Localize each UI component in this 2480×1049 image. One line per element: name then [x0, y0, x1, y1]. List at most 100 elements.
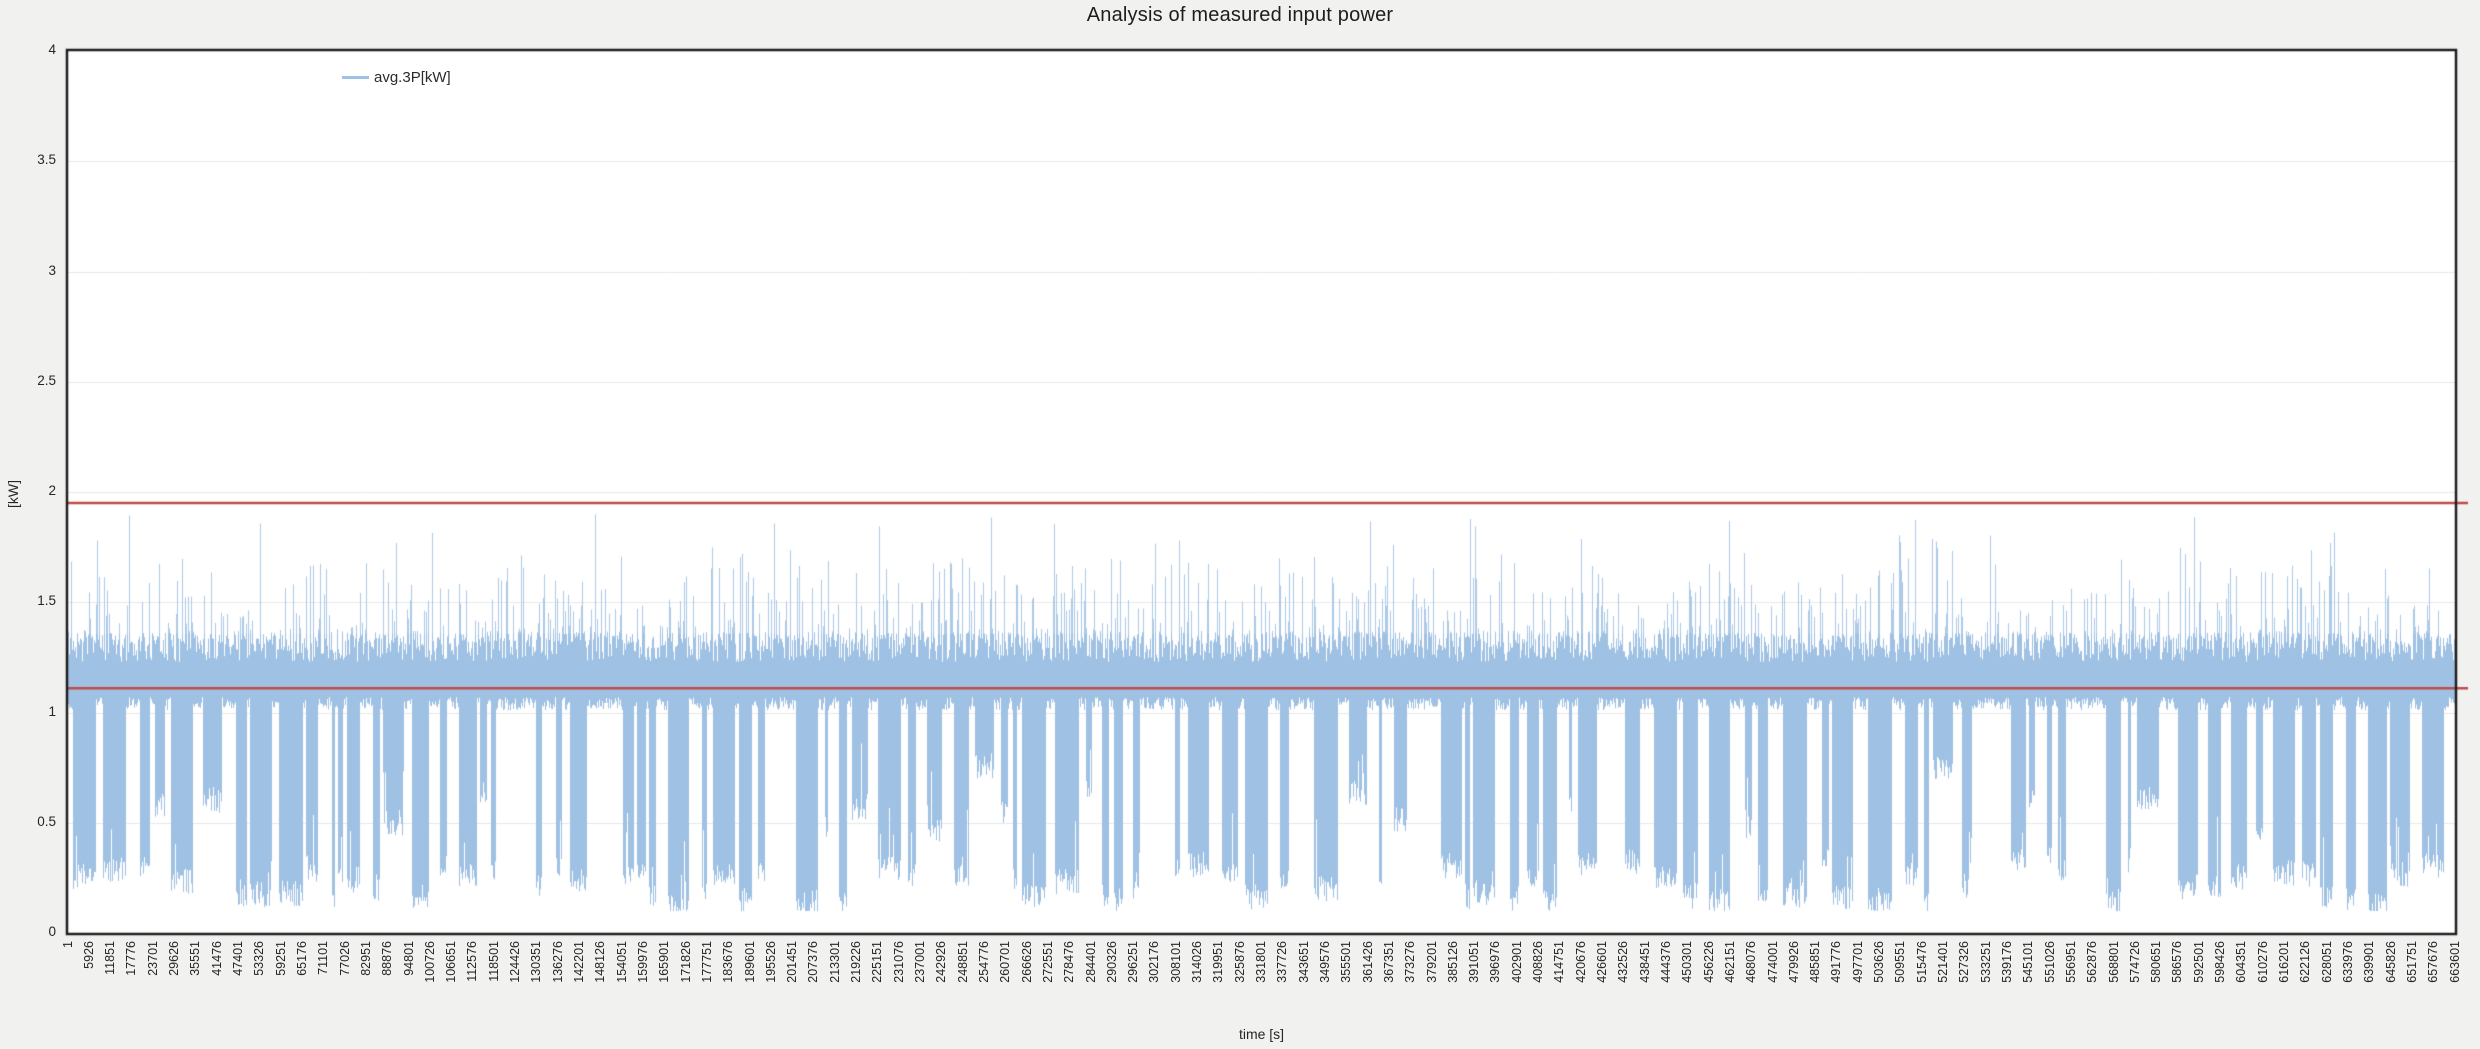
- x-tick-label: 142201: [572, 941, 586, 983]
- x-tick-label: 118501: [486, 941, 501, 982]
- x-tick-label: 598426: [2213, 941, 2228, 983]
- x-tick-label: 396976: [1488, 941, 1503, 983]
- x-tick-label: 432526: [1616, 941, 1631, 983]
- x-tick-label: 616201: [2277, 941, 2291, 983]
- legend-line-sample-icon: [342, 75, 369, 79]
- x-tick-label: 242926: [934, 941, 949, 983]
- x-tick-label: 639901: [2362, 941, 2377, 983]
- x-tick-label: 474001: [1765, 941, 1780, 983]
- x-tick-label: 183676: [721, 941, 736, 983]
- y-tick-label: 1: [48, 703, 56, 719]
- x-tick-label: 556951: [2063, 941, 2078, 983]
- x-tick-label: 444376: [1658, 941, 1673, 983]
- x-tick-label: 248851: [955, 941, 970, 983]
- x-tick-label: 319951: [1211, 941, 1226, 983]
- x-tick-label: 551026: [2042, 941, 2057, 983]
- x-tick-label: 1: [60, 941, 75, 948]
- x-tick-label: 207376: [806, 941, 821, 983]
- x-tick-label: 462151: [1722, 941, 1737, 983]
- x-tick-label: 254776: [976, 941, 991, 983]
- x-tick-label: 580651: [2149, 941, 2164, 983]
- x-tick-label: 509551: [1893, 941, 1908, 983]
- x-tick-label: 527326: [1957, 941, 1972, 983]
- x-tick-label: 325876: [1232, 941, 1247, 983]
- x-tick-label: 385126: [1445, 941, 1460, 983]
- x-tick-label: 59251: [273, 941, 288, 976]
- x-tick-label: 651751: [2404, 941, 2419, 983]
- x-tick-label: 106651: [444, 941, 459, 983]
- x-tick-label: 337726: [1275, 941, 1290, 983]
- x-tick-label: 94801: [401, 941, 416, 976]
- x-tick-label: 479926: [1786, 941, 1801, 983]
- x-axis-title: time [s]: [1238, 1026, 1285, 1042]
- x-tick-label: 408826: [1531, 941, 1546, 983]
- y-tick-label: 0: [48, 924, 56, 939]
- x-tick-label: 521401: [1936, 941, 1950, 983]
- x-tick-label: 562876: [2085, 941, 2100, 983]
- x-tick-label: 379201: [1424, 941, 1439, 983]
- x-tick-label: 633976: [2340, 941, 2355, 983]
- x-tick-label: 88876: [380, 941, 395, 976]
- x-tick-label: 420676: [1573, 941, 1588, 983]
- x-tick-label: 35551: [188, 941, 203, 976]
- x-tick-label: 373276: [1403, 941, 1418, 983]
- x-tick-label: 165901: [657, 941, 672, 983]
- x-tick-label: 71101: [316, 941, 331, 975]
- x-tick-label: 266626: [1019, 941, 1034, 983]
- x-tick-label: 23701: [145, 941, 160, 976]
- x-tick-label: 231076: [891, 941, 906, 983]
- x-tick-label: 225151: [870, 941, 885, 983]
- x-tick-label: 592501: [2191, 941, 2206, 983]
- x-tick-label: 343651: [1296, 941, 1311, 983]
- x-tick-label: 195526: [763, 941, 778, 983]
- x-tick-label: 574726: [2127, 941, 2142, 983]
- x-tick-label: 213301: [827, 941, 842, 983]
- x-tick-label: 53326: [252, 941, 267, 976]
- y-tick-label: 1.5: [37, 593, 56, 609]
- x-tick-label: 290326: [1104, 941, 1119, 983]
- x-tick-label: 402901: [1509, 941, 1524, 983]
- x-tick-label: 533251: [1978, 941, 1993, 983]
- x-tick-label: 136276: [550, 941, 565, 983]
- x-tick-label: 450301: [1680, 941, 1695, 983]
- x-tick-label: 201451: [785, 941, 800, 983]
- x-tick-label: 177751: [699, 941, 714, 983]
- x-tick-label: 539176: [1999, 941, 2014, 983]
- x-tick-label: 41476: [209, 941, 224, 976]
- y-tick-label: 3: [48, 262, 56, 278]
- x-tick-label: 65176: [294, 941, 309, 976]
- x-tick-label: 296251: [1126, 941, 1141, 983]
- x-tick-label: 438451: [1637, 941, 1652, 983]
- x-tick-label: 171826: [678, 941, 693, 983]
- x-tick-label: 331801: [1254, 941, 1268, 983]
- x-tick-label: 124426: [508, 941, 523, 983]
- y-tick-label: 2.5: [37, 372, 56, 388]
- x-tick-label: 130351: [529, 941, 544, 983]
- x-tick-label: 11851: [103, 941, 118, 975]
- x-tick-label: 503626: [1872, 941, 1887, 983]
- x-tick-label: 361426: [1360, 941, 1375, 983]
- x-tick-label: 645826: [2383, 941, 2398, 983]
- x-tick-label: 314026: [1190, 941, 1205, 983]
- x-tick-label: 237001: [913, 941, 927, 983]
- x-tick-label: 367351: [1381, 941, 1396, 983]
- x-tick-label: 100726: [422, 941, 437, 983]
- x-tick-label: 604351: [2234, 941, 2249, 983]
- x-tick-label: 622126: [2298, 941, 2313, 983]
- x-tick-label: 17776: [124, 941, 139, 976]
- x-tick-label: 154051: [614, 941, 629, 983]
- x-tick-label: 260701: [998, 941, 1013, 983]
- x-tick-label: 272551: [1040, 941, 1055, 983]
- x-tick-label: 349576: [1317, 941, 1332, 983]
- y-tick-label: 0.5: [37, 813, 56, 829]
- x-tick-label: 628051: [2319, 941, 2334, 983]
- x-tick-label: 47401: [231, 941, 245, 976]
- x-tick-label: 77026: [337, 941, 352, 976]
- x-tick-label: 5926: [81, 941, 96, 969]
- x-tick-label: 159976: [635, 941, 650, 983]
- x-tick-label: 302176: [1147, 941, 1162, 983]
- x-tick-label: 148126: [593, 941, 608, 983]
- y-tick-label: 2: [48, 483, 56, 498]
- x-tick-label: 485851: [1808, 941, 1823, 983]
